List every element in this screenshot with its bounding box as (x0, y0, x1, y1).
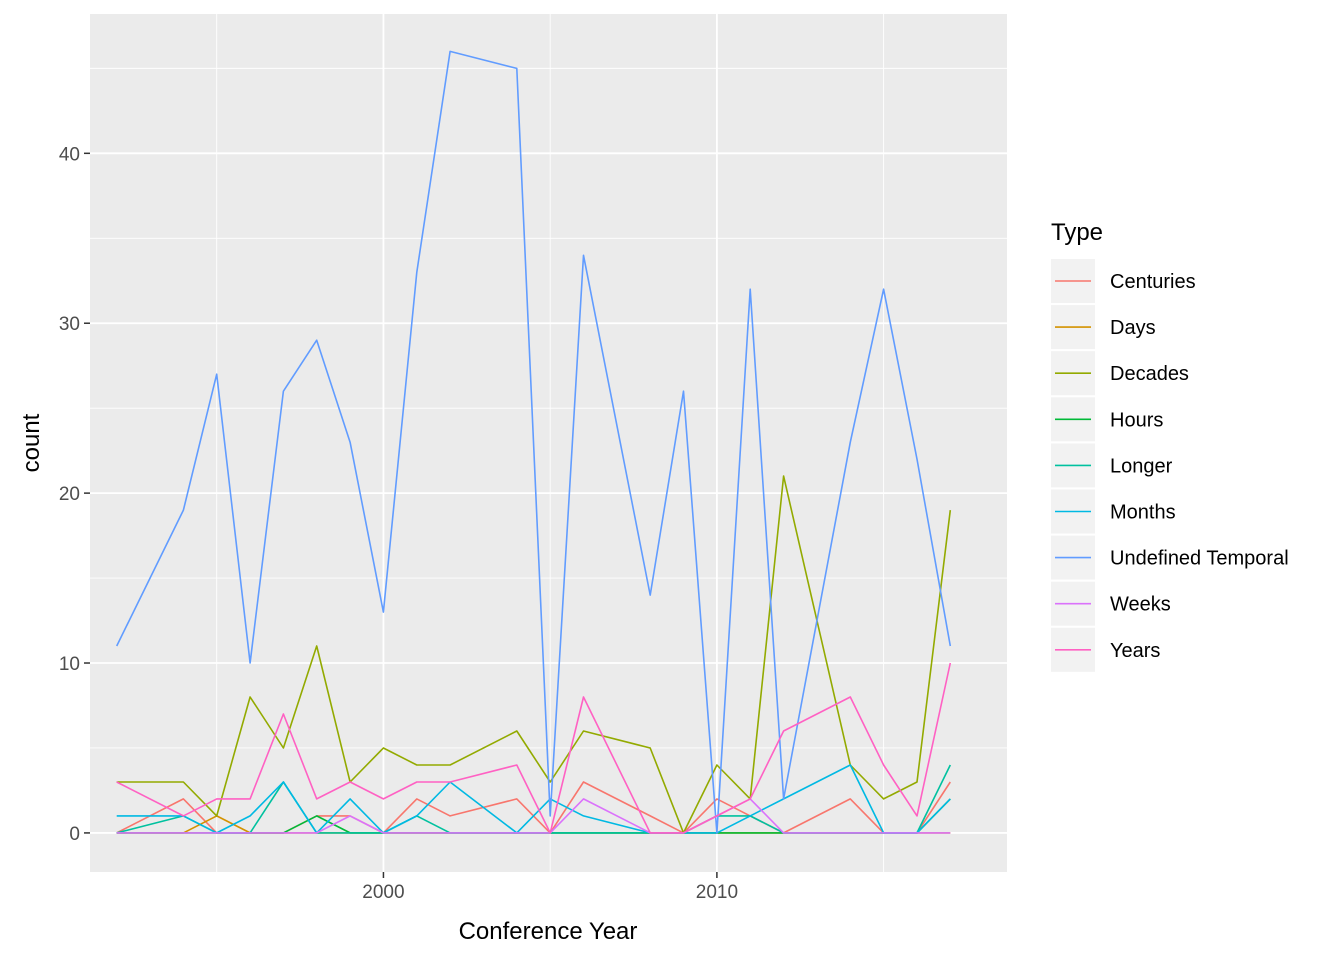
y-axis: 0 10 20 30 40 (59, 144, 90, 845)
y-tick-label: 30 (59, 314, 80, 335)
legend-label-centuries: Centuries (1110, 271, 1196, 293)
series-line-weeks (116, 798, 951, 834)
x-axis: 2000 2010 (362, 872, 738, 903)
legend-label-undefined-temporal: Undefined Temporal (1110, 548, 1289, 570)
legend-label-days: Days (1110, 317, 1156, 339)
legend-label-hours: Hours (1110, 409, 1163, 431)
y-axis-title: count (18, 413, 45, 472)
y-tick-label: 0 (69, 824, 80, 845)
panel-background (90, 14, 1007, 872)
legend-label-decades: Decades (1110, 363, 1189, 385)
legend-label-months: Months (1110, 502, 1176, 524)
minor-gridlines (90, 14, 1007, 872)
y-tick-label: 10 (59, 654, 80, 675)
series-line-months (116, 764, 951, 834)
x-axis-title: Conference Year (459, 918, 638, 945)
legend-title: Type (1051, 219, 1103, 246)
legend-label-years: Years (1110, 640, 1160, 662)
legend: Type Centuries Days Decades Hours Longer Mont… (1051, 219, 1289, 672)
x-tick-label: 2010 (696, 882, 738, 903)
y-tick-label: 40 (59, 144, 80, 165)
series-line-undefined-temporal (115, 50, 952, 834)
x-tick-label: 2000 (362, 882, 404, 903)
y-tick-label: 20 (59, 484, 80, 505)
legend-label-longer: Longer (1110, 455, 1173, 477)
legend-label-weeks: Weeks (1110, 594, 1171, 616)
series-lines (115, 50, 952, 834)
series-line-years (116, 662, 952, 834)
